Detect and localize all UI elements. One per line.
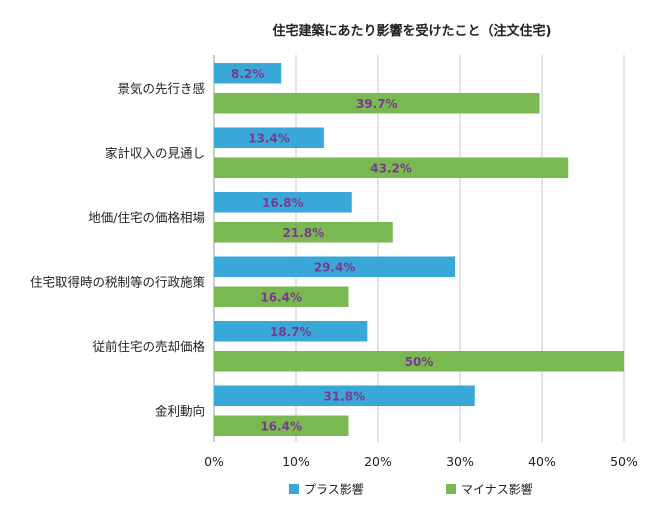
- x-tick-label: 0%: [204, 454, 224, 469]
- data-label: 18.7%: [270, 325, 312, 339]
- minus-bar: [214, 415, 349, 436]
- data-label: 8.2%: [231, 67, 264, 81]
- data-label: 43.2%: [370, 161, 412, 175]
- legend-swatch: [446, 484, 456, 494]
- legend-label: プラス影響: [304, 482, 364, 497]
- x-tick-label: 10%: [282, 454, 310, 469]
- minus-bar: [214, 93, 540, 114]
- data-label: 39.7%: [356, 97, 398, 111]
- x-tick-label: 30%: [446, 454, 474, 469]
- data-label: 31.8%: [324, 389, 366, 403]
- plus-bar: [214, 192, 352, 213]
- legend-swatch: [289, 484, 299, 494]
- minus-bar: [214, 351, 624, 372]
- category-label: 景気の先行き感: [117, 81, 205, 96]
- minus-bar: [214, 286, 349, 307]
- x-tick-label: 50%: [610, 454, 638, 469]
- category-label: 金利動向: [155, 403, 205, 418]
- data-label: 16.8%: [262, 196, 304, 210]
- data-label: 16.4%: [260, 419, 302, 433]
- plus-bar: [214, 63, 282, 84]
- category-label: 住宅取得時の税制等の行政施策: [30, 274, 206, 289]
- data-label: 16.4%: [260, 290, 302, 304]
- category-label: 地価/住宅の価格相場: [88, 210, 205, 225]
- x-tick-label: 40%: [528, 454, 556, 469]
- category-label: 従前住宅の売却価格: [92, 339, 205, 354]
- chart-title: 住宅建築にあたり影響を受けたこと（注文住宅): [273, 23, 552, 39]
- category-labels: 景気の先行き感家計収入の見通し地価/住宅の価格相場住宅取得時の税制等の行政施策従…: [30, 81, 206, 419]
- legend: プラス影響 マイナス影響: [289, 482, 533, 497]
- minus-bar: [214, 222, 393, 243]
- x-tick-label: 20%: [364, 454, 392, 469]
- bars: 8.2% 39.7% 13.4% 43.2% 16.8% 21.8% 29.4% 16.4% 1…: [214, 63, 624, 436]
- plus-bar: [214, 256, 456, 277]
- data-label: 21.8%: [283, 226, 325, 240]
- legend-label: マイナス影響: [461, 482, 533, 497]
- plus-bar: [214, 321, 368, 342]
- data-label: 50%: [405, 355, 434, 369]
- grid-lines: [213, 55, 625, 442]
- category-label: 家計収入の見通し: [105, 145, 205, 160]
- x-axis-ticks: 0% 10% 20% 30% 40% 50%: [204, 454, 638, 469]
- data-label: 13.4%: [248, 131, 290, 145]
- plus-bar: [214, 127, 324, 148]
- plus-bar: [214, 385, 475, 406]
- data-label: 29.4%: [314, 260, 356, 274]
- minus-bar: [214, 157, 569, 178]
